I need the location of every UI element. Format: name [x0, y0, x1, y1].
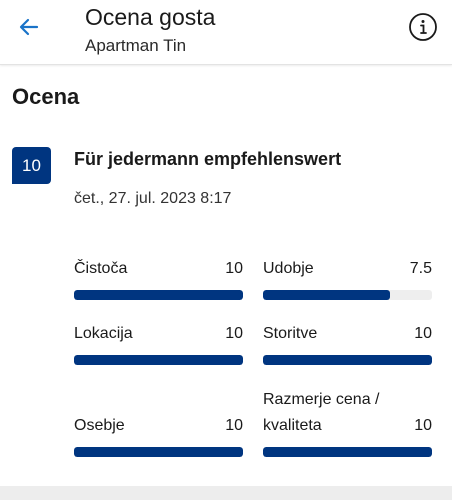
app-bar: Ocena gosta Apartman Tin — [0, 0, 452, 65]
info-icon — [409, 13, 437, 41]
category-bar-track — [74, 290, 243, 300]
category-name: Storitve — [263, 325, 318, 342]
section-title: Ocena — [12, 84, 80, 109]
category-name: Čistoča — [74, 260, 128, 277]
arrow-left-icon — [19, 18, 39, 36]
score-badge: 10 — [12, 147, 51, 184]
category-score: 10 — [414, 417, 432, 434]
category-bar-fill — [74, 290, 243, 300]
category-name: Razmerje cena / kvaliteta — [263, 391, 380, 434]
category-name: Osebje — [74, 417, 125, 434]
info-button[interactable] — [408, 12, 438, 42]
category-bar-track — [263, 447, 432, 457]
category-bar-fill — [74, 447, 243, 457]
category-score: 10 — [225, 260, 243, 277]
category-services: Storitve 10 — [263, 305, 432, 365]
category-value-for-money: Razmerje cena / kvaliteta 10 — [263, 382, 432, 457]
category-cleanliness: Čistoča 10 — [74, 240, 243, 300]
page-title: Ocena gosta — [85, 4, 216, 30]
category-name: Udobje — [263, 260, 314, 277]
category-location: Lokacija 10 — [74, 305, 243, 365]
category-score: 10 — [414, 325, 432, 342]
footer-divider — [0, 486, 452, 500]
category-bar-fill — [263, 290, 390, 300]
review-date: čet., 27. jul. 2023 8:17 — [74, 190, 232, 207]
category-comfort: Udobje 7.5 — [263, 240, 432, 300]
category-score: 10 — [225, 325, 243, 342]
header-titles: Ocena gosta Apartman Tin — [85, 3, 215, 58]
review-headline: Für jedermann empfehlenswert — [74, 149, 342, 169]
back-button[interactable] — [12, 10, 46, 44]
category-name: Lokacija — [74, 325, 133, 342]
category-staff: Osebje 10 — [74, 397, 243, 457]
category-score: 7.5 — [409, 260, 432, 277]
category-bar-track — [263, 355, 432, 365]
category-bar-fill — [263, 447, 432, 457]
page-subtitle: Apartman Tin — [85, 36, 187, 55]
category-bar-fill — [74, 355, 243, 365]
category-bar-track — [263, 290, 432, 300]
category-bar-fill — [263, 355, 432, 365]
category-bar-track — [74, 355, 243, 365]
category-bar-track — [74, 447, 243, 457]
category-score: 10 — [225, 417, 243, 434]
